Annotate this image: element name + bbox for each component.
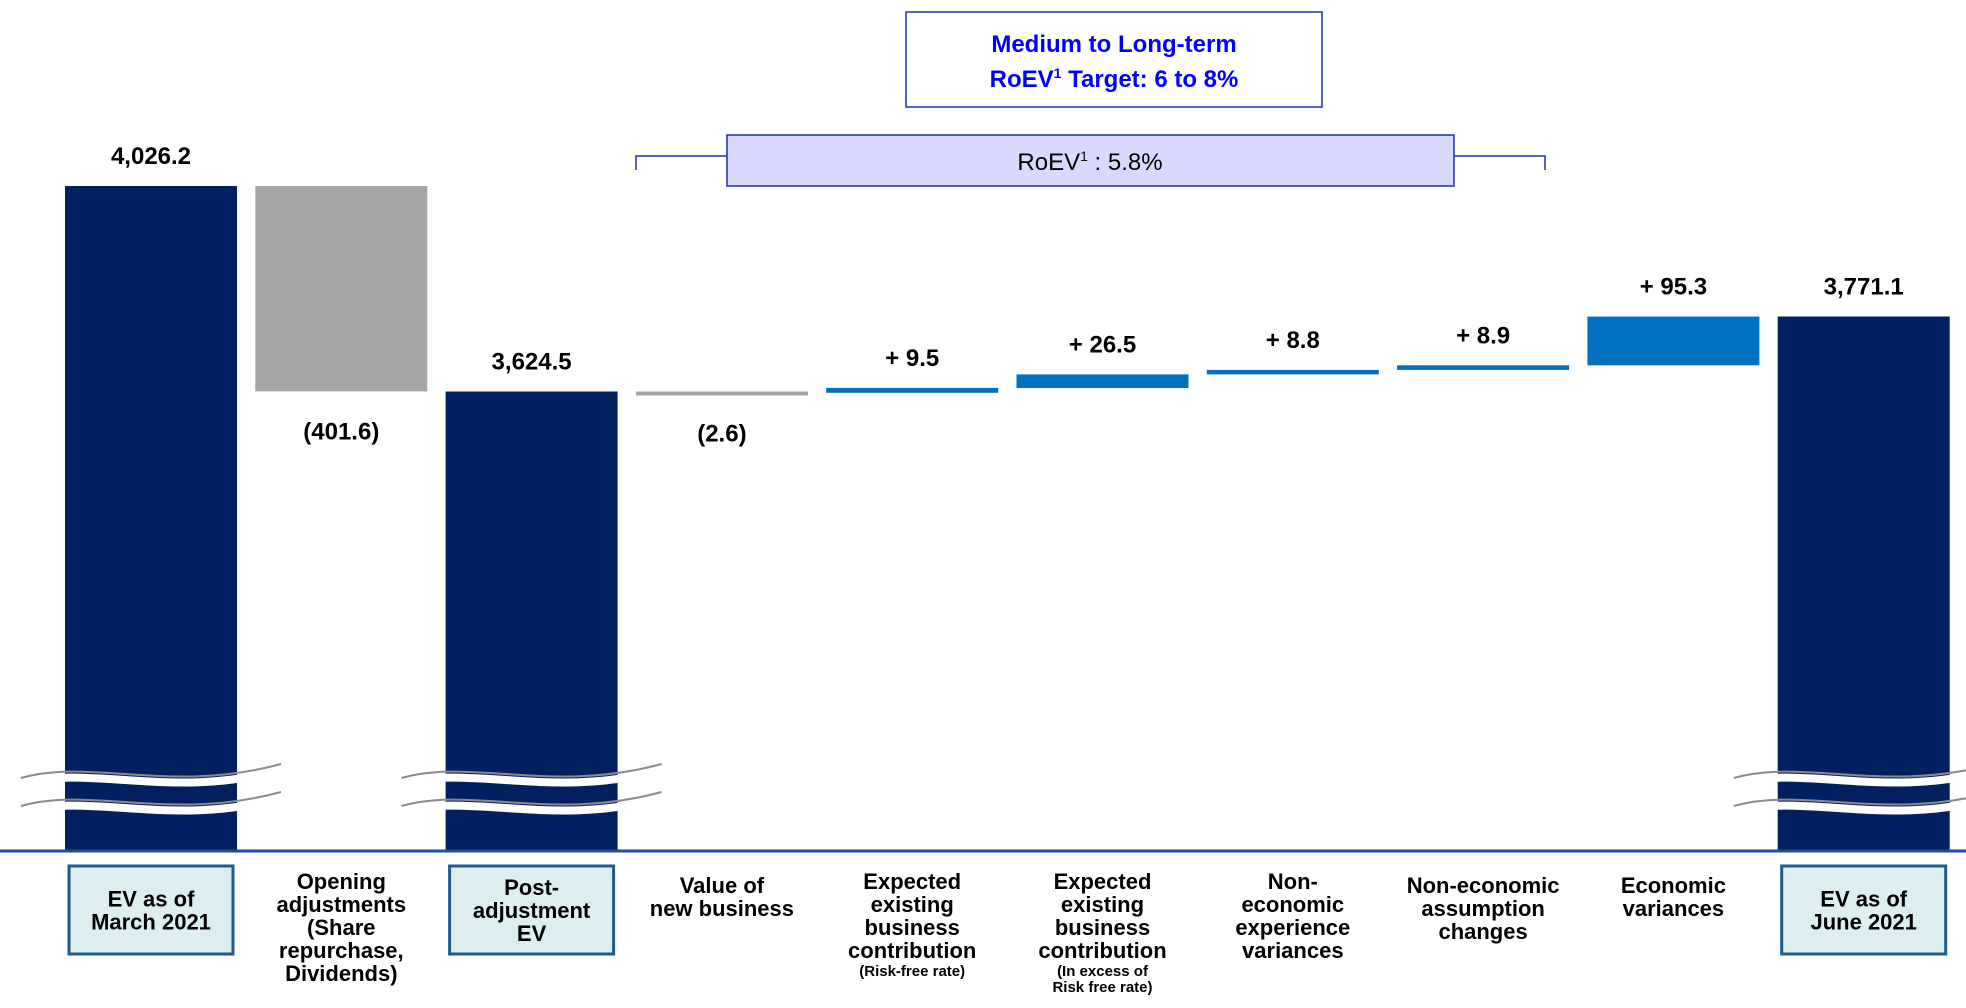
- category-text-6-1: economic: [1241, 892, 1344, 917]
- axis-break-gap-0-0: [19, 766, 283, 788]
- category-text-5-1: existing: [1061, 892, 1144, 917]
- bar-5: [1016, 374, 1189, 388]
- category-text-4-0: Expected: [863, 869, 961, 894]
- value-label-0: 4,026.2: [111, 143, 191, 170]
- category-subtext-5-0: (In excess of: [1057, 963, 1149, 980]
- category-text-6-2: experience: [1235, 915, 1350, 940]
- category-text-9-1: June 2021: [1810, 910, 1916, 935]
- value-label-2: 3,624.5: [492, 349, 572, 376]
- axis-break-gap-1-1: [400, 794, 663, 816]
- bar-0: [65, 186, 237, 851]
- category-text-7-2: changes: [1438, 919, 1527, 944]
- category-text-8-0: Economic: [1621, 873, 1726, 898]
- category-box-0: [67, 864, 235, 956]
- bar-3: [635, 391, 808, 396]
- category-text-5-2: business: [1055, 915, 1150, 940]
- value-label-1: (401.6): [303, 418, 379, 445]
- value-label-4: + 9.5: [885, 345, 939, 372]
- category-text-5-3: contribution: [1038, 938, 1166, 963]
- bar-9: [1777, 316, 1950, 851]
- category-subtext-4-0: (Risk-free rate): [859, 963, 965, 980]
- category-text-9-0: EV as of: [1820, 887, 1907, 912]
- bar-4: [826, 387, 999, 393]
- category-text-6-0: Non-: [1268, 869, 1318, 894]
- value-label-5: + 26.5: [1069, 331, 1136, 358]
- axis-break-gap-2-0: [1732, 772, 1966, 788]
- value-label-7: + 8.9: [1456, 322, 1510, 349]
- axis-break-mark-1-1: [401, 791, 662, 807]
- category-label-4: Expectedexistingbusinesscontribution(Ris…: [848, 869, 976, 980]
- roev-bracket: RoEV1 : 5.8%: [635, 134, 1546, 187]
- axis-break-mark-2-1: [1733, 797, 1966, 807]
- category-text-2-1: adjustment: [473, 898, 591, 923]
- category-label-5: Expectedexistingbusinesscontribution(In …: [1038, 869, 1166, 996]
- axis-break-mark-0-1: [20, 791, 282, 807]
- category-subtext-5-1: Risk free rate): [1052, 979, 1152, 996]
- axis-break-gap-0-1: [19, 794, 283, 816]
- category-text-5-0: Expected: [1054, 869, 1152, 894]
- axis-break-mark-1-0: [401, 763, 662, 779]
- category-text-1-1: adjustments: [277, 892, 407, 917]
- category-text-7-0: Non-economic: [1407, 873, 1560, 898]
- target-annotation: Medium to Long-term RoEV1 Target: 6 to 8…: [905, 11, 1323, 108]
- bar-6: [1206, 369, 1379, 375]
- bar-1: [255, 186, 428, 392]
- category-label-1: Openingadjustments(Sharerepurchase,Divid…: [277, 869, 407, 986]
- category-text-4-2: business: [865, 915, 960, 940]
- category-text-4-1: existing: [871, 892, 954, 917]
- value-label-3: (2.6): [697, 421, 746, 448]
- category-text-3-0: Value of: [680, 873, 765, 898]
- axis-break-gap-1-0: [400, 766, 663, 788]
- target-line-2: RoEV1 Target: 6 to 8%: [990, 65, 1239, 93]
- category-text-7-1: assumption: [1421, 896, 1544, 921]
- category-text-4-3: contribution: [848, 938, 976, 963]
- value-label-9: 3,771.1: [1824, 274, 1904, 301]
- bar-8: [1587, 316, 1760, 366]
- category-text-2-0: Post-: [504, 875, 559, 900]
- category-box-2: [448, 864, 616, 956]
- category-text-1-4: Dividends): [285, 961, 397, 986]
- roev-value-label: RoEV1 : 5.8%: [1017, 148, 1162, 176]
- category-text-1-2: (Share: [307, 915, 375, 940]
- axis-break-mark-0-0: [20, 763, 282, 779]
- target-line-1: Medium to Long-term: [991, 31, 1236, 58]
- category-text-0-0: EV as of: [108, 887, 195, 912]
- category-text-0-1: March 2021: [91, 910, 211, 935]
- category-box-9: [1780, 864, 1948, 956]
- category-text-6-3: variances: [1242, 938, 1344, 963]
- category-text-1-0: Opening: [297, 869, 386, 894]
- category-text-3-1: new business: [650, 896, 794, 921]
- bar-7: [1397, 365, 1570, 370]
- axis-break-mark-2-0: [1733, 769, 1966, 779]
- axis-break-gap-2-1: [1732, 800, 1966, 816]
- category-text-8-1: variances: [1623, 896, 1725, 921]
- category-text-2-2: EV: [517, 921, 547, 946]
- category-text-1-3: repurchase,: [279, 938, 404, 963]
- value-label-6: + 8.8: [1266, 327, 1320, 354]
- value-label-8: + 95.3: [1640, 274, 1707, 301]
